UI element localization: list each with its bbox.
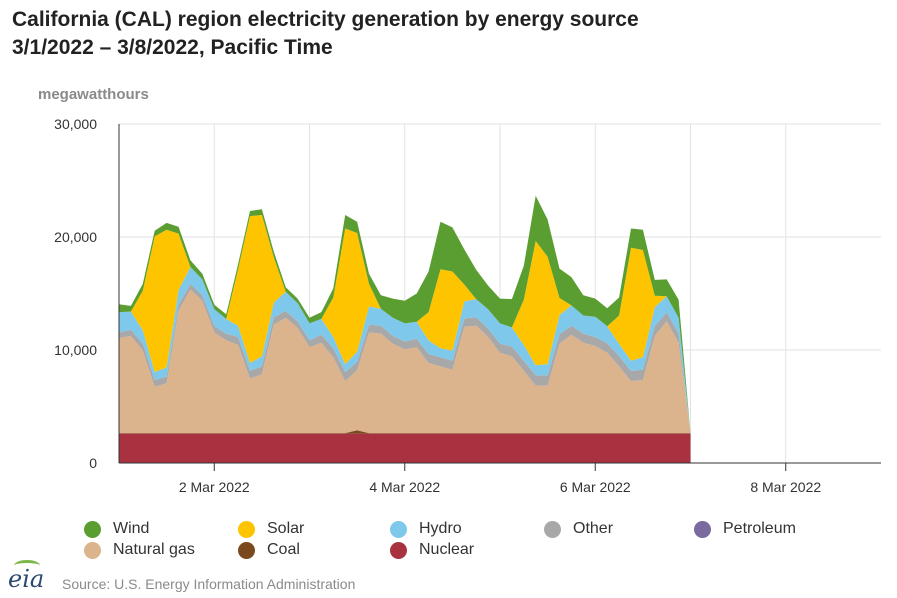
legend-label: Solar bbox=[267, 520, 305, 537]
legend-item-natural-gas[interactable]: Natural gas bbox=[84, 541, 195, 559]
legend-label: Natural gas bbox=[113, 541, 195, 558]
y-axis-label: megawatthours bbox=[38, 86, 149, 103]
x-tick-label: 4 Mar 2022 bbox=[369, 479, 440, 495]
y-tick-label: 0 bbox=[89, 455, 97, 471]
series-area-wind bbox=[119, 195, 691, 434]
legend-label: Nuclear bbox=[419, 541, 475, 558]
legend-swatch bbox=[544, 520, 561, 538]
series-area-nuclear bbox=[119, 433, 691, 463]
legend-swatch bbox=[238, 541, 255, 559]
legend-item-wind[interactable]: Wind bbox=[84, 520, 149, 538]
legend-item-coal[interactable]: Coal bbox=[238, 541, 300, 559]
legend-item-hydro[interactable]: Hydro bbox=[390, 520, 462, 538]
legend-label: Wind bbox=[113, 520, 150, 537]
legend-swatch bbox=[694, 520, 711, 538]
x-tick-label: 6 Mar 2022 bbox=[560, 479, 631, 495]
x-tick-label: 2 Mar 2022 bbox=[179, 479, 250, 495]
eia-logo: eia bbox=[8, 565, 45, 593]
legend: Wind Solar Hydro Other Petroleum Natural gas C… bbox=[84, 520, 884, 566]
legend-item-solar[interactable]: Solar bbox=[238, 520, 304, 538]
axes: 0 10,000 20,000 30,000 2 Mar 2022 4 Mar 2022 6… bbox=[54, 116, 881, 495]
x-tick-label: 8 Mar 2022 bbox=[750, 479, 821, 495]
legend-item-petroleum[interactable]: Petroleum bbox=[694, 520, 796, 538]
y-tick-label: 20,000 bbox=[54, 229, 97, 245]
legend-label: Coal bbox=[267, 541, 300, 558]
chart-title-line2: 3/1/2022 – 3/8/2022, Pacific Time bbox=[12, 36, 333, 59]
legend-swatch bbox=[84, 541, 101, 559]
chart-plot: 0 10,000 20,000 30,000 2 Mar 2022 4 Mar 2022 6… bbox=[54, 116, 881, 495]
series-area-coal bbox=[119, 430, 691, 434]
eia-logo-swoosh-icon bbox=[14, 560, 40, 571]
legend-swatch bbox=[390, 541, 407, 559]
legend-swatch bbox=[390, 520, 407, 538]
series-area-natural-gas bbox=[119, 289, 691, 434]
chart-title-line1: California (CAL) region electricity gene… bbox=[12, 8, 639, 31]
legend-swatch bbox=[238, 520, 255, 538]
y-tick-label: 10,000 bbox=[54, 342, 97, 358]
chart-title: California (CAL) region electricity gene… bbox=[12, 6, 639, 62]
legend-item-other[interactable]: Other bbox=[544, 520, 613, 538]
legend-label: Petroleum bbox=[723, 520, 796, 537]
legend-item-nuclear[interactable]: Nuclear bbox=[390, 541, 474, 559]
source-note: Source: U.S. Energy Information Administ… bbox=[62, 576, 356, 592]
legend-label: Hydro bbox=[419, 520, 462, 537]
series-area-solar bbox=[119, 215, 691, 434]
legend-swatch bbox=[84, 520, 101, 538]
series-areas bbox=[119, 195, 691, 463]
legend-label: Other bbox=[573, 520, 614, 537]
y-tick-label: 30,000 bbox=[54, 116, 97, 132]
